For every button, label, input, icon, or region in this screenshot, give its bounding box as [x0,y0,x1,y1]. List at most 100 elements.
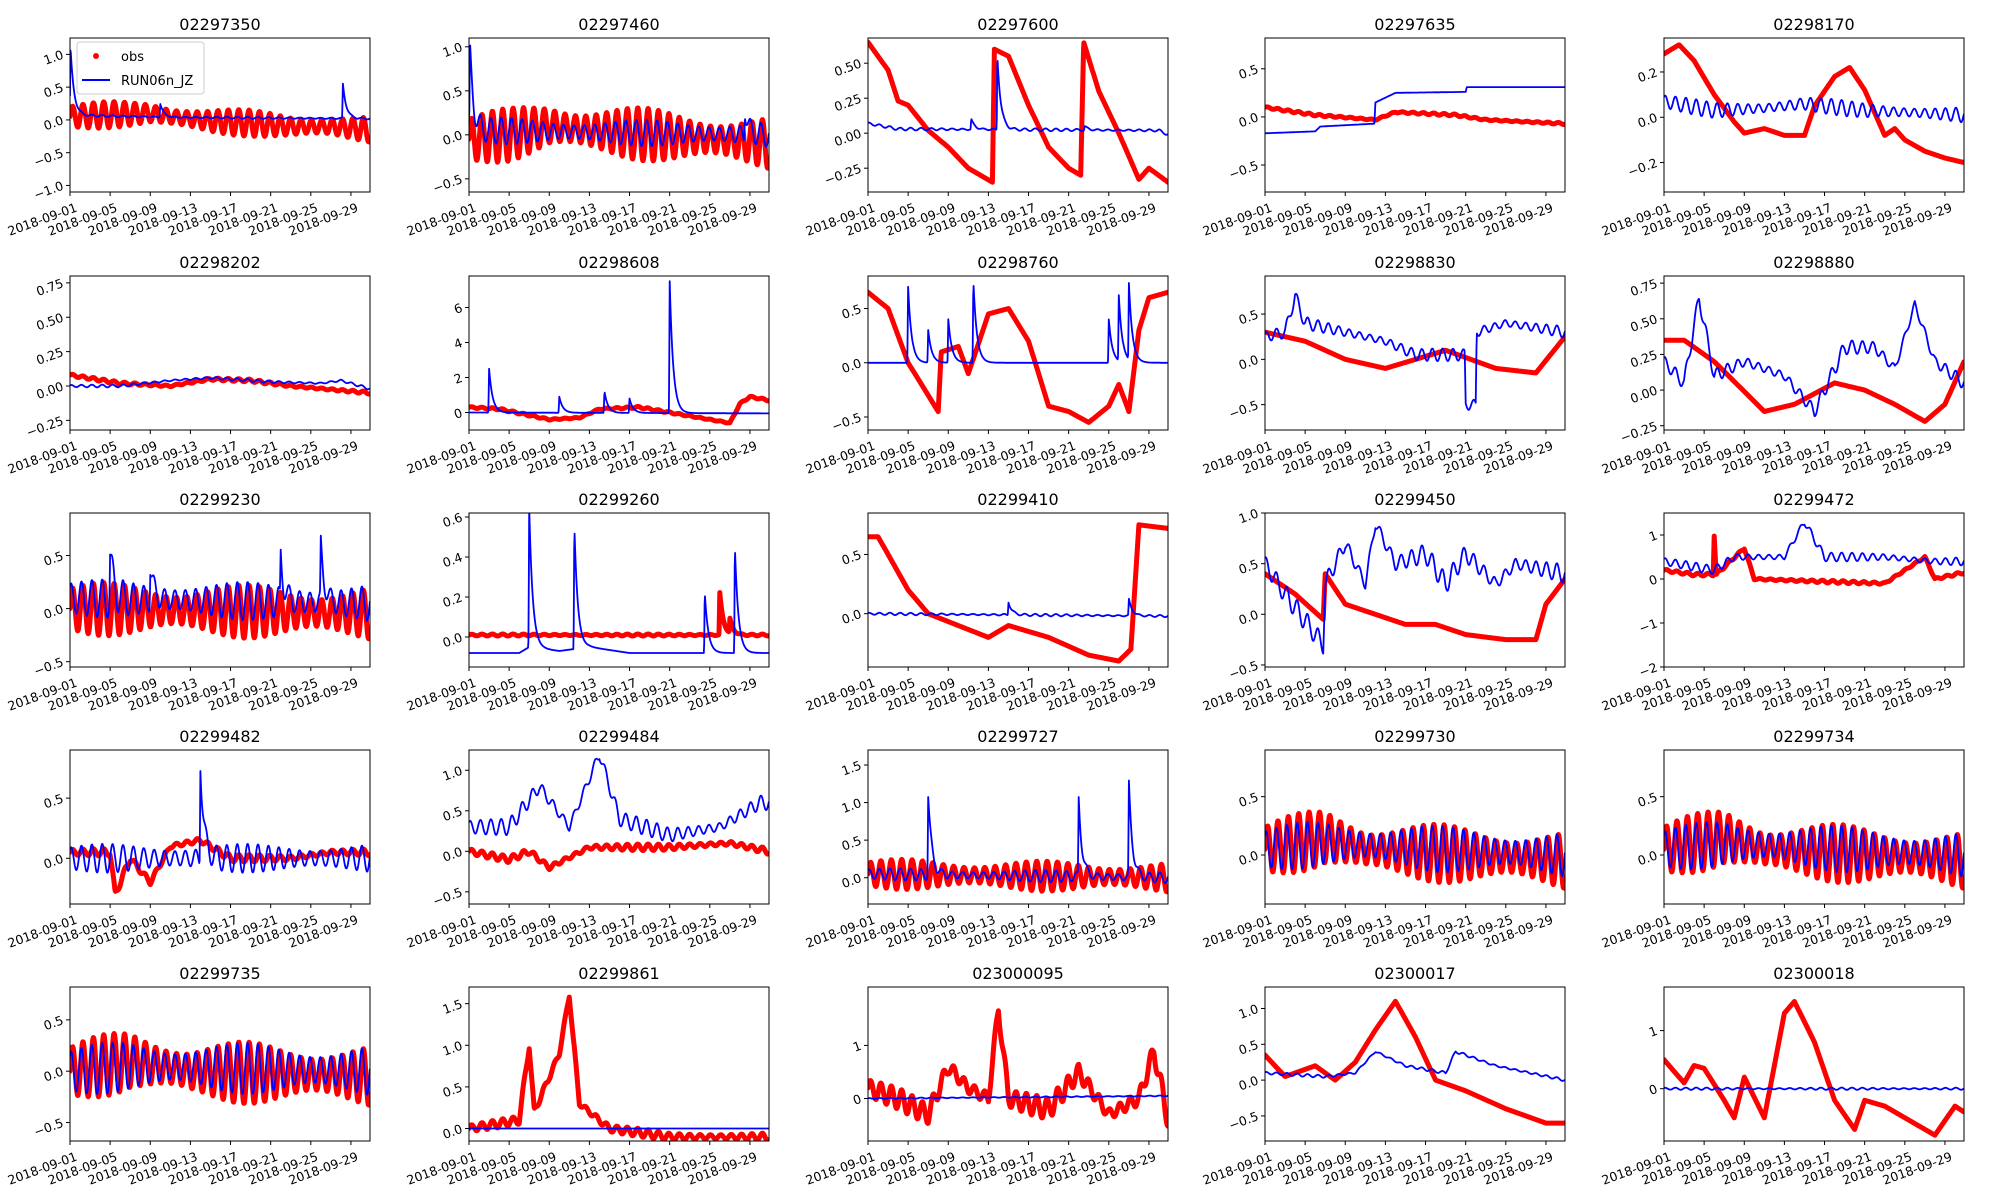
axes-frame [867,512,1169,668]
run06n-jz-series [1265,525,1565,655]
run06n-jz-series [868,282,1168,364]
subplot: 02298880−0.250.000.250.500.752018-09-012… [1600,253,1965,477]
axes-frame [1663,512,1965,668]
axes-frame [1663,37,1965,193]
obs-series [1664,999,1964,1138]
run06n-jz-series [70,376,370,391]
y-tick-label: 1.0 [441,1038,465,1059]
axes-frame [867,275,1169,431]
subplot-title: 02299734 [1773,727,1854,746]
obs-series [1265,104,1565,127]
run06n-jz-series [1664,523,1964,575]
y-tick-label: 0.0 [441,629,465,650]
y-tick-label: −0.5 [431,171,465,195]
y-tick-label: 0.50 [34,310,65,334]
subplot-title: 02299727 [977,727,1058,746]
y-tick-label: 0.5 [42,80,66,101]
subplot: 02298760−0.50.00.52018-09-012018-09-0520… [804,253,1169,477]
y-tick-label: −0.2 [1626,155,1660,179]
axes-frame [69,749,371,905]
subplot-title: 023000095 [972,964,1064,983]
y-tick-label: −2 [1637,659,1659,679]
subplot: 02297460−0.50.00.51.02018-09-012018-09-0… [405,15,770,239]
run06n-jz-series [868,597,1168,618]
subplot: 02299472−2−1012018-09-012018-09-052018-0… [1600,490,1965,714]
subplot: 022992600.00.20.40.62018-09-012018-09-05… [405,490,770,714]
axes-frame [1264,275,1566,431]
y-tick-label: 0.5 [840,301,864,322]
axes-frame [1264,986,1566,1142]
run06n-jz-series [1265,1050,1565,1082]
y-tick-label: −0.5 [830,409,864,433]
obs-series [1265,571,1565,643]
subplot-title: 02299410 [977,490,1058,509]
subplot: 02297600−0.250.000.250.502018-09-012018-… [804,15,1169,239]
y-tick-label: 0.0 [1237,109,1261,130]
y-tick-label: 0.0 [441,127,465,148]
y-tick-label: 0 [1647,571,1660,588]
run06n-jz-series [469,757,769,843]
y-tick-label: 1.5 [441,996,465,1017]
subplot-title: 02298830 [1374,253,1455,272]
axes-frame [468,275,770,431]
axes-frame [468,37,770,193]
subplot: 02300018012018-09-012018-09-052018-09-09… [1600,964,1965,1188]
y-tick-label: 0 [452,405,465,422]
axes-frame [867,986,1169,1142]
y-tick-label: 0.00 [1628,383,1659,407]
y-tick-label: 0.5 [441,1079,465,1100]
y-tick-label: 0.0 [1636,847,1660,868]
y-tick-label: 0.0 [840,606,864,627]
y-tick-label: −0.5 [1227,158,1261,182]
obs-series [1664,533,1964,587]
y-tick-label: −0.5 [1227,1108,1261,1132]
y-tick-label: 0.5 [1237,556,1261,577]
run06n-jz-series [868,1094,1168,1100]
subplot: 023000095012018-09-012018-09-052018-09-0… [804,964,1169,1188]
subplot-title: 02299450 [1374,490,1455,509]
y-tick-label: 0.0 [441,1121,465,1142]
subplot-title: 02297635 [1374,15,1455,34]
subplot: 02299230−0.50.00.52018-09-012018-09-0520… [6,490,371,714]
subplot: 02298170−0.20.00.22018-09-012018-09-0520… [1600,15,1965,239]
subplot-title: 02298608 [578,253,659,272]
subplot-title: 02298760 [977,253,1058,272]
y-tick-label: 1 [851,1038,864,1055]
subplot: 02299484−0.50.00.51.02018-09-012018-09-0… [405,727,770,951]
obs-series [469,393,769,426]
subplot-title: 02297350 [179,15,260,34]
subplot: 02298202−0.250.000.250.500.752018-09-012… [6,253,371,477]
y-tick-label: 0.5 [1237,789,1261,810]
run06n-jz-series [868,60,1168,136]
y-tick-label: 0.25 [832,91,863,115]
obs-series [1664,337,1964,424]
y-tick-label: −0.25 [822,161,863,188]
y-tick-label: 0.75 [34,275,65,299]
run06n-jz-series [70,770,370,874]
y-tick-label: 1.0 [441,39,465,60]
subplot-title: 02298880 [1773,253,1854,272]
subplot-title: 02299861 [578,964,659,983]
run06n-jz-series [1664,1086,1964,1091]
subplot: 022994820.00.52018-09-012018-09-052018-0… [6,727,371,951]
subplot: 022997270.00.51.01.52018-09-012018-09-05… [804,727,1169,951]
run06n-jz-series [868,779,1168,885]
subplot-title: 02299472 [1773,490,1854,509]
y-tick-label: 0.0 [42,1064,66,1085]
y-tick-label: −0.5 [32,1115,66,1139]
obs-series [469,105,769,171]
y-tick-label: 0.25 [34,344,65,368]
y-tick-label: −1 [1637,615,1659,635]
obs-series [70,1031,370,1108]
y-tick-label: 0.5 [1237,307,1261,328]
axes-frame [69,512,371,668]
y-tick-label: 0.2 [1636,64,1660,85]
obs-series [469,839,769,873]
subplot-title: 02298202 [179,253,260,272]
subplot: 022994100.00.52018-09-012018-09-052018-0… [804,490,1169,714]
obs-series [70,99,370,145]
y-tick-label: 1 [1647,1023,1660,1040]
subplot: 022997340.00.52018-09-012018-09-052018-0… [1600,727,1965,951]
subplot: 02300017−0.50.00.51.02018-09-012018-09-0… [1201,964,1566,1188]
subplot: 02299735−0.50.00.52018-09-012018-09-0520… [6,964,371,1188]
